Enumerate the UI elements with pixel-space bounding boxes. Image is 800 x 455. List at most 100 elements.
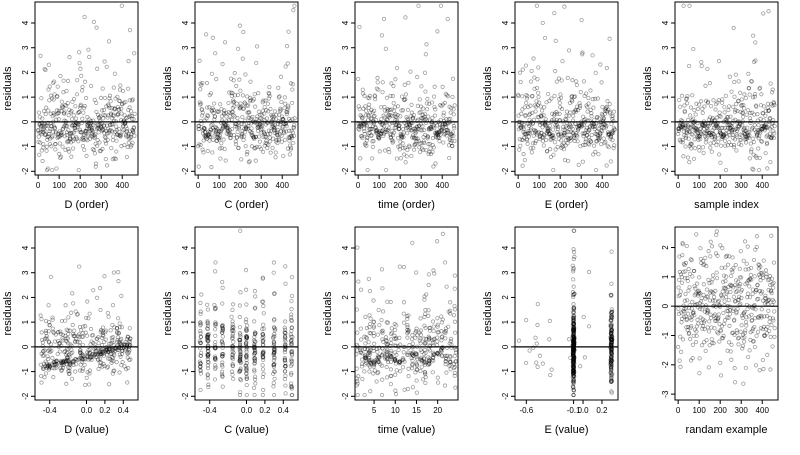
data-point	[104, 128, 109, 133]
data-point	[740, 110, 746, 115]
data-point	[117, 98, 122, 104]
data-point	[36, 127, 41, 133]
data-point	[357, 123, 362, 129]
data-point	[693, 128, 699, 134]
data-point	[83, 95, 89, 101]
data-point	[703, 348, 708, 353]
data-point	[362, 128, 367, 134]
data-point	[101, 333, 106, 338]
data-point	[89, 128, 95, 133]
data-point	[247, 129, 252, 134]
data-point	[267, 139, 273, 144]
data-point	[286, 103, 291, 108]
data-point	[367, 127, 372, 132]
data-point	[707, 131, 712, 136]
data-point	[448, 132, 453, 137]
data-point	[235, 129, 240, 134]
data-point	[413, 270, 419, 275]
data-point	[358, 113, 363, 118]
data-point	[754, 133, 759, 139]
data-point	[752, 92, 758, 97]
data-point	[199, 107, 204, 112]
data-point	[569, 94, 575, 99]
data-point	[126, 335, 131, 340]
data-point	[114, 345, 119, 350]
data-point	[765, 125, 770, 130]
data-point	[527, 117, 532, 122]
data-point	[764, 134, 769, 139]
data-point	[43, 328, 49, 333]
data-point	[271, 325, 277, 330]
data-point	[278, 106, 283, 111]
data-point	[47, 364, 53, 370]
data-point	[768, 282, 773, 288]
data-point	[86, 347, 91, 353]
data-point	[426, 151, 431, 157]
data-point	[75, 122, 81, 127]
data-point	[55, 131, 61, 137]
data-point	[451, 112, 456, 117]
data-point	[47, 129, 52, 134]
data-point	[238, 133, 243, 138]
data-point	[40, 340, 46, 345]
data-point	[99, 360, 104, 365]
data-point	[99, 108, 105, 113]
data-point	[99, 348, 104, 353]
data-point	[99, 350, 104, 355]
data-point	[425, 136, 430, 141]
data-point	[40, 353, 45, 358]
data-point	[571, 302, 576, 307]
data-point	[72, 328, 77, 333]
data-point	[534, 104, 539, 109]
data-point	[432, 130, 438, 136]
data-point	[361, 126, 367, 131]
data-point	[105, 365, 110, 370]
data-point	[746, 354, 751, 360]
data-point	[676, 127, 681, 132]
y-tick-label: 3	[501, 270, 510, 275]
data-point	[93, 345, 99, 351]
data-point	[384, 95, 390, 100]
data-point	[385, 127, 391, 132]
data-point	[742, 137, 748, 142]
x-tick-label: 200	[554, 181, 568, 190]
data-point	[431, 164, 436, 169]
data-point	[393, 372, 398, 377]
data-point	[101, 128, 106, 133]
data-point	[548, 137, 553, 142]
data-point	[88, 123, 93, 128]
data-point	[446, 94, 451, 99]
data-point	[78, 362, 83, 367]
y-tick-label: 3	[501, 45, 510, 50]
data-point	[586, 128, 592, 133]
data-point	[392, 327, 398, 333]
data-point	[36, 139, 41, 144]
data-point	[244, 334, 249, 339]
y-tick-label: 4	[21, 245, 30, 250]
data-point	[87, 117, 92, 122]
data-point	[551, 167, 556, 173]
data-point	[421, 147, 426, 153]
data-point	[398, 139, 403, 144]
data-point	[700, 110, 705, 116]
data-point	[699, 122, 705, 127]
data-point	[363, 141, 368, 146]
data-point	[253, 104, 258, 109]
data-point	[261, 338, 266, 343]
data-point	[270, 124, 275, 130]
data-point	[738, 132, 743, 137]
data-point	[559, 138, 564, 143]
x-tick-label: 100	[372, 181, 386, 190]
data-point	[677, 120, 682, 125]
data-point	[250, 114, 255, 120]
data-point	[285, 107, 290, 112]
data-point	[230, 345, 235, 350]
y-tick-label: 3	[21, 270, 30, 275]
data-point	[687, 285, 692, 290]
data-point	[271, 116, 276, 122]
data-point	[452, 138, 457, 143]
data-point	[557, 100, 562, 106]
data-point	[688, 141, 693, 146]
data-point	[46, 367, 52, 372]
data-point	[607, 36, 612, 41]
